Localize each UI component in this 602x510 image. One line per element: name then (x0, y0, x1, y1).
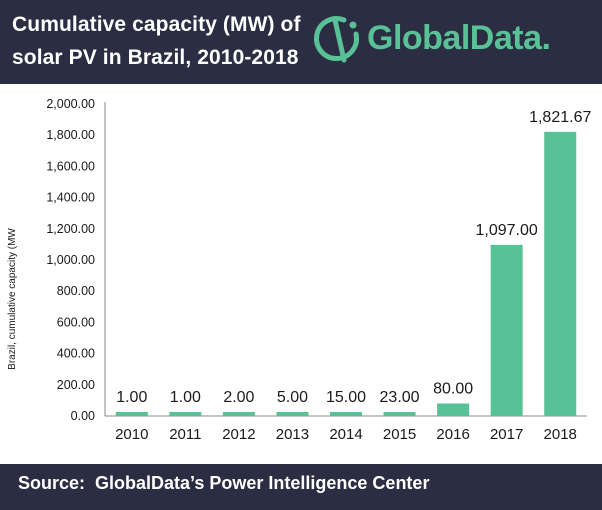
value-label-2015: 23.00 (380, 389, 420, 406)
value-labels: 1.00 1.00 2.00 5.00 15.00 23.00 80.00 1,097.00 1… (116, 109, 591, 406)
source-note: Source: GlobalData’s Power Intelligence … (18, 473, 430, 493)
y-tick-label: 2,000.00 (46, 97, 95, 111)
header-banner: Cumulative capacity (MW) of solar PV in … (0, 0, 602, 84)
bar-2014 (330, 412, 362, 416)
value-label-2016: 80.00 (433, 381, 473, 398)
y-tick-label: 800.00 (57, 284, 95, 298)
bar-2012 (222, 412, 255, 416)
y-tick-label: 600.00 (57, 315, 95, 329)
x-tick-label-2018: 2018 (544, 426, 577, 443)
logo-text: GlobalData. (367, 19, 551, 57)
bar-chart: Brazil, cumulative capacity (MW 0.00 200.… (7, 97, 591, 443)
y-tick-label: 1,800.00 (46, 128, 95, 142)
footer-banner: Source: GlobalData’s Power Intelligence … (0, 464, 602, 510)
bar-2015 (383, 412, 416, 416)
x-tick-label-2011: 2011 (169, 426, 201, 443)
value-label-2010: 1.00 (116, 389, 147, 406)
y-tick-label: 0.00 (71, 409, 95, 423)
bar-2013 (276, 412, 309, 416)
chart-title: Cumulative capacity (MW) of solar PV in … (12, 13, 301, 69)
globaldata-logo-icon (314, 16, 360, 63)
x-tick-label-2010: 2010 (115, 426, 148, 443)
y-axis-label: Brazil, cumulative capacity (MW (7, 228, 18, 370)
y-tick-label: 1,600.00 (46, 159, 95, 173)
y-tick-label: 1,000.00 (46, 253, 95, 267)
y-tick-label: 200.00 (57, 378, 95, 392)
x-axis-labels: 2010 2011 2012 2013 2014 2015 2016 2017 2018 (115, 426, 577, 443)
x-tick-label-2016: 2016 (436, 426, 469, 443)
y-tick-label: 400.00 (57, 347, 95, 361)
value-label-2011: 1.00 (170, 389, 201, 406)
value-label-2018: 1,821.67 (529, 109, 591, 126)
y-tick-label: 1,200.00 (46, 222, 95, 236)
globaldata-logo: GlobalData. (311, 12, 601, 70)
bars (115, 131, 577, 416)
value-label-2017: 1,097.00 (476, 222, 538, 239)
x-tick-label-2012: 2012 (222, 426, 255, 443)
bar-2016 (437, 403, 470, 416)
y-axis-ticks: 0.00 200.00 400.00 600.00 800.00 1,000.00 1,20… (46, 97, 95, 423)
bar-2018 (544, 131, 577, 416)
value-label-2012: 2.00 (223, 389, 254, 406)
bar-2017 (490, 244, 523, 416)
x-tick-label-2017: 2017 (490, 426, 523, 443)
y-tick-label: 1,400.00 (46, 191, 95, 205)
x-tick-label-2015: 2015 (383, 426, 416, 443)
x-tick-label-2013: 2013 (276, 426, 309, 443)
bar-2011 (169, 412, 202, 416)
x-tick-label-2014: 2014 (329, 426, 362, 443)
bar-2010 (115, 412, 148, 416)
value-label-2013: 5.00 (277, 389, 308, 406)
value-label-2014: 15.00 (326, 389, 366, 406)
